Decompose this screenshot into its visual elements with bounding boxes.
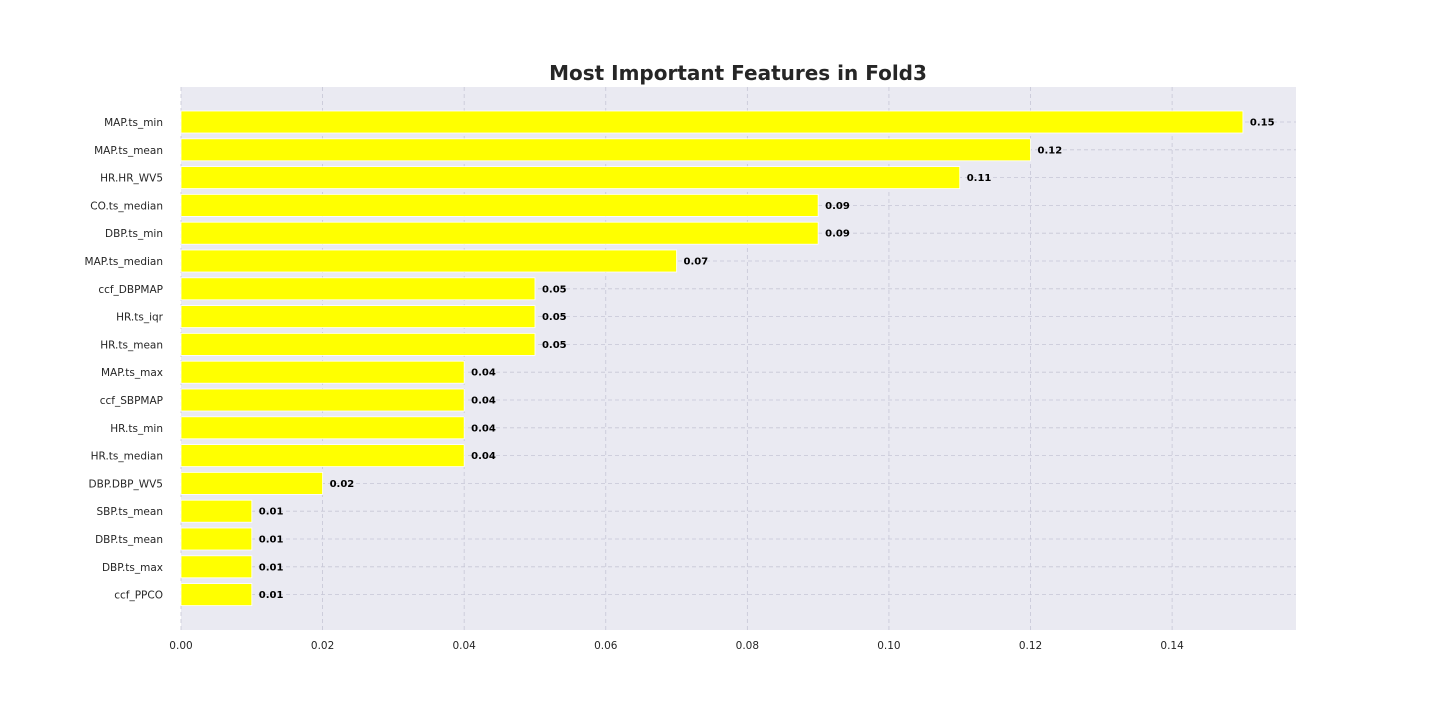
y-tick-label: DBP.ts_max <box>102 562 163 574</box>
y-tick-label: DBP.ts_mean <box>95 534 163 546</box>
bar <box>180 249 677 273</box>
bar-value-label: 0.01 <box>259 590 284 601</box>
bar-value-label: 0.04 <box>471 396 496 407</box>
y-tick-label: CO.ts_median <box>90 200 163 212</box>
x-tick-label: 0.00 <box>169 640 192 652</box>
y-tick-label: ccf_SBPMAP <box>100 395 163 407</box>
bar <box>180 583 253 606</box>
bar <box>180 221 819 245</box>
bar <box>180 138 1031 162</box>
y-tick-label: HR.HR_WV5 <box>100 173 163 185</box>
y-tick-label: HR.ts_mean <box>100 339 163 351</box>
bar <box>180 527 253 551</box>
bar-value-label: 0.05 <box>542 284 567 295</box>
bar-value-label: 0.05 <box>542 312 567 323</box>
bar-value-label: 0.07 <box>684 257 709 268</box>
bar <box>180 499 253 523</box>
bar-value-label: 0.09 <box>825 201 850 212</box>
y-tick-label: HR.ts_median <box>91 451 163 463</box>
bar-value-label: 0.09 <box>825 229 850 240</box>
chart-title: Most Important Features in Fold3 <box>549 61 927 85</box>
bar <box>180 444 465 468</box>
bar <box>180 416 465 440</box>
x-tick-label: 0.04 <box>452 640 476 652</box>
x-tick-label: 0.02 <box>311 640 334 652</box>
bar-value-label: 0.01 <box>259 562 284 573</box>
bar-value-label: 0.01 <box>259 507 284 518</box>
bar-value-label: 0.05 <box>542 340 567 351</box>
bar <box>180 166 961 190</box>
y-tick-labels: MAP.ts_min MAP.ts_mean HR.HR_WV5 CO.ts_medi… <box>85 117 164 602</box>
bar <box>180 360 465 384</box>
y-tick-label: SBP.ts_mean <box>96 506 163 518</box>
y-tick-label: HR.ts_iqr <box>116 312 164 324</box>
y-tick-label: HR.ts_min <box>110 423 163 435</box>
bar <box>180 193 819 217</box>
bar-value-label: 0.15 <box>1250 118 1275 129</box>
y-tick-label: DBP.ts_min <box>105 228 163 240</box>
x-tick-label: 0.14 <box>1160 640 1184 652</box>
bar-value-label: 0.11 <box>967 173 992 184</box>
bar-value-label: 0.01 <box>259 535 284 546</box>
y-tick-label: MAP.ts_median <box>85 256 163 268</box>
y-tick-label: ccf_PPCO <box>114 590 163 602</box>
bar-value-label: 0.02 <box>330 479 355 490</box>
bar <box>180 277 536 301</box>
y-tick-label: ccf_DBPMAP <box>98 284 163 296</box>
bar-value-label: 0.04 <box>471 368 496 379</box>
y-tick-label: DBP.DBP_WV5 <box>89 478 163 490</box>
bar <box>180 555 253 579</box>
bar-value-label: 0.04 <box>471 451 496 462</box>
bars <box>180 110 1244 606</box>
bar <box>180 305 536 329</box>
bar <box>180 110 1244 134</box>
data-labels: 0.15 0.12 0.11 0.09 0.09 0.07 0.05 0.05 0.05 0.04… <box>259 118 1275 602</box>
x-tick-label: 0.06 <box>594 640 618 652</box>
y-tick-label: MAP.ts_max <box>101 367 163 379</box>
x-tick-label: 0.08 <box>736 640 759 652</box>
y-tick-label: MAP.ts_min <box>104 117 163 129</box>
x-tick-label: 0.12 <box>1019 640 1042 652</box>
bar <box>180 332 536 356</box>
bar <box>180 388 465 412</box>
bar-value-label: 0.12 <box>1038 145 1063 156</box>
x-tick-label: 0.10 <box>877 640 900 652</box>
x-tick-labels: 0.00 0.02 0.04 0.06 0.08 0.10 0.12 0.14 <box>169 640 1184 652</box>
bar <box>180 471 323 495</box>
y-tick-label: MAP.ts_mean <box>94 145 163 157</box>
bar-value-label: 0.04 <box>471 423 496 434</box>
